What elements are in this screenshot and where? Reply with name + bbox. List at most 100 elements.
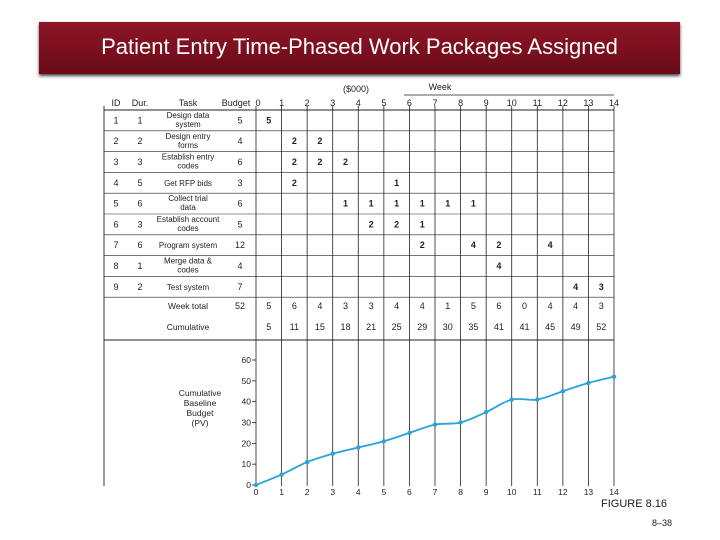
cumulative-value: 5 bbox=[266, 322, 271, 332]
data-point bbox=[330, 451, 335, 456]
data-point bbox=[483, 409, 489, 415]
week-number-label: 11 bbox=[533, 98, 542, 108]
data-point bbox=[356, 445, 361, 450]
y-tick-label: 0 bbox=[246, 480, 251, 490]
table-row: 9 2 Test system 7 4 3 bbox=[113, 282, 603, 292]
week-total-value: 3 bbox=[369, 301, 374, 311]
week-number-label: 14 bbox=[609, 98, 619, 108]
cell-id: 9 bbox=[113, 282, 118, 292]
x-tick-label: 13 bbox=[584, 487, 594, 497]
week-total-value: 5 bbox=[471, 301, 476, 311]
data-point bbox=[560, 389, 566, 394]
cell-dur: 6 bbox=[137, 240, 142, 250]
cell-id: 7 bbox=[113, 240, 118, 250]
cell-task: forms bbox=[178, 141, 198, 150]
y-axis-label: Baseline bbox=[184, 398, 217, 408]
cell-week-value: 2 bbox=[292, 157, 297, 167]
cell-budget: 6 bbox=[237, 199, 242, 209]
cell-budget: 4 bbox=[237, 261, 242, 271]
cell-task: Establish account bbox=[157, 215, 220, 224]
table-row: 7 6 Program system 12 2 4 2 4 bbox=[113, 240, 552, 250]
cell-week-value: 1 bbox=[471, 199, 476, 209]
cumulative-value: 45 bbox=[545, 322, 555, 332]
cell-week-value: 3 bbox=[599, 282, 604, 292]
header-week: Week bbox=[429, 82, 452, 92]
data-point bbox=[279, 472, 284, 477]
cell-dur: 2 bbox=[137, 282, 142, 292]
data-point bbox=[407, 430, 412, 436]
cumulative-value: 29 bbox=[417, 322, 427, 332]
cell-week-value: 2 bbox=[369, 219, 374, 229]
x-tick-label: 5 bbox=[381, 487, 386, 497]
x-tick-label: 8 bbox=[458, 487, 463, 497]
cell-id: 5 bbox=[113, 199, 118, 209]
data-point bbox=[432, 422, 438, 427]
cell-task: Collect trial bbox=[168, 194, 208, 203]
cell-week-value: 2 bbox=[420, 240, 425, 250]
x-tick-label: 12 bbox=[558, 487, 568, 497]
week-number-label: 3 bbox=[330, 98, 335, 108]
cell-task: Establish entry bbox=[162, 153, 214, 162]
cumulative-value: 41 bbox=[519, 322, 529, 332]
week-number-label: 8 bbox=[458, 98, 463, 108]
week-total-value: 4 bbox=[420, 301, 425, 311]
week-total-label: Week total bbox=[168, 301, 208, 311]
cumulative-value: 18 bbox=[340, 322, 350, 332]
week-total-value: 4 bbox=[317, 301, 322, 311]
cumulative-value: 15 bbox=[315, 322, 325, 332]
header-budget: Budget bbox=[222, 98, 251, 108]
x-tick-label: 14 bbox=[609, 487, 619, 497]
week-number-label: 1 bbox=[279, 98, 284, 108]
week-number-label: 9 bbox=[484, 98, 489, 108]
y-axis-label: Budget bbox=[187, 408, 215, 418]
data-point bbox=[611, 374, 617, 379]
week-number-label: 6 bbox=[407, 98, 412, 108]
cell-dur: 1 bbox=[137, 261, 142, 271]
cell-id: 4 bbox=[113, 178, 118, 188]
cell-week-value: 1 bbox=[445, 199, 450, 209]
cumulative-value: 49 bbox=[571, 322, 581, 332]
x-tick-label: 4 bbox=[356, 487, 361, 497]
y-tick-label: 20 bbox=[242, 438, 252, 448]
cumulative-value: 11 bbox=[290, 322, 299, 332]
cell-task: codes bbox=[177, 162, 198, 171]
cell-id: 1 bbox=[113, 115, 118, 125]
y-tick-label: 60 bbox=[242, 355, 252, 365]
week-number-label: 0 bbox=[255, 98, 260, 108]
cell-id: 2 bbox=[113, 136, 118, 146]
cell-dur: 2 bbox=[137, 136, 142, 146]
x-tick-label: 11 bbox=[533, 487, 542, 497]
cumulative-label: Cumulative bbox=[167, 322, 210, 332]
week-total-value: 5 bbox=[266, 301, 271, 311]
cell-task: Test system bbox=[167, 283, 210, 292]
cell-week-value: 1 bbox=[420, 199, 425, 209]
data-point bbox=[535, 397, 540, 402]
header-id: ID bbox=[112, 98, 122, 108]
x-tick-label: 10 bbox=[507, 487, 517, 497]
cell-dur: 1 bbox=[137, 115, 142, 125]
cell-id: 6 bbox=[113, 219, 118, 229]
y-tick-label: 40 bbox=[242, 397, 252, 407]
header-task: Task bbox=[179, 98, 198, 108]
cell-dur: 5 bbox=[137, 178, 142, 188]
cell-week-value: 4 bbox=[471, 240, 476, 250]
week-total-value: 6 bbox=[292, 301, 297, 311]
cell-task: Merge data & bbox=[164, 257, 213, 266]
cell-id: 8 bbox=[113, 261, 118, 271]
week-total-value: 4 bbox=[573, 301, 578, 311]
cumulative-value: 35 bbox=[468, 322, 478, 332]
cell-budget: 4 bbox=[237, 136, 242, 146]
cell-budget: 12 bbox=[235, 240, 245, 250]
x-tick-label: 7 bbox=[433, 487, 438, 497]
week-total-value: 4 bbox=[394, 301, 399, 311]
header-budget-unit: ($000) bbox=[343, 84, 369, 94]
x-tick-label: 1 bbox=[279, 487, 284, 497]
cell-task: data bbox=[180, 203, 196, 212]
y-tick-label: 50 bbox=[242, 376, 252, 386]
week-total-value: 6 bbox=[496, 301, 501, 311]
